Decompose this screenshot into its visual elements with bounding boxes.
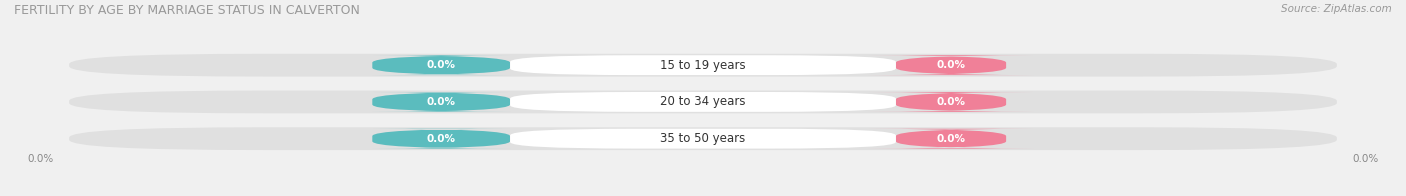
- Text: 20 to 34 years: 20 to 34 years: [661, 95, 745, 108]
- FancyBboxPatch shape: [373, 92, 510, 112]
- Text: 0.0%: 0.0%: [936, 97, 966, 107]
- FancyBboxPatch shape: [869, 92, 1033, 112]
- Text: 0.0%: 0.0%: [426, 60, 456, 70]
- Text: 35 to 50 years: 35 to 50 years: [661, 132, 745, 145]
- FancyBboxPatch shape: [510, 92, 896, 112]
- FancyBboxPatch shape: [869, 55, 1033, 75]
- Text: 0.0%: 0.0%: [426, 97, 456, 107]
- FancyBboxPatch shape: [373, 129, 510, 149]
- Text: FERTILITY BY AGE BY MARRIAGE STATUS IN CALVERTON: FERTILITY BY AGE BY MARRIAGE STATUS IN C…: [14, 4, 360, 17]
- FancyBboxPatch shape: [510, 55, 896, 75]
- FancyBboxPatch shape: [69, 91, 1337, 113]
- FancyBboxPatch shape: [69, 54, 1337, 77]
- Text: Source: ZipAtlas.com: Source: ZipAtlas.com: [1281, 4, 1392, 14]
- Text: 15 to 19 years: 15 to 19 years: [661, 59, 745, 72]
- FancyBboxPatch shape: [510, 129, 896, 149]
- FancyBboxPatch shape: [69, 127, 1337, 150]
- FancyBboxPatch shape: [869, 129, 1033, 149]
- FancyBboxPatch shape: [373, 55, 510, 75]
- Text: 0.0%: 0.0%: [1353, 154, 1378, 164]
- Text: 0.0%: 0.0%: [936, 134, 966, 144]
- Text: 0.0%: 0.0%: [936, 60, 966, 70]
- Text: 0.0%: 0.0%: [28, 154, 53, 164]
- Text: 0.0%: 0.0%: [426, 134, 456, 144]
